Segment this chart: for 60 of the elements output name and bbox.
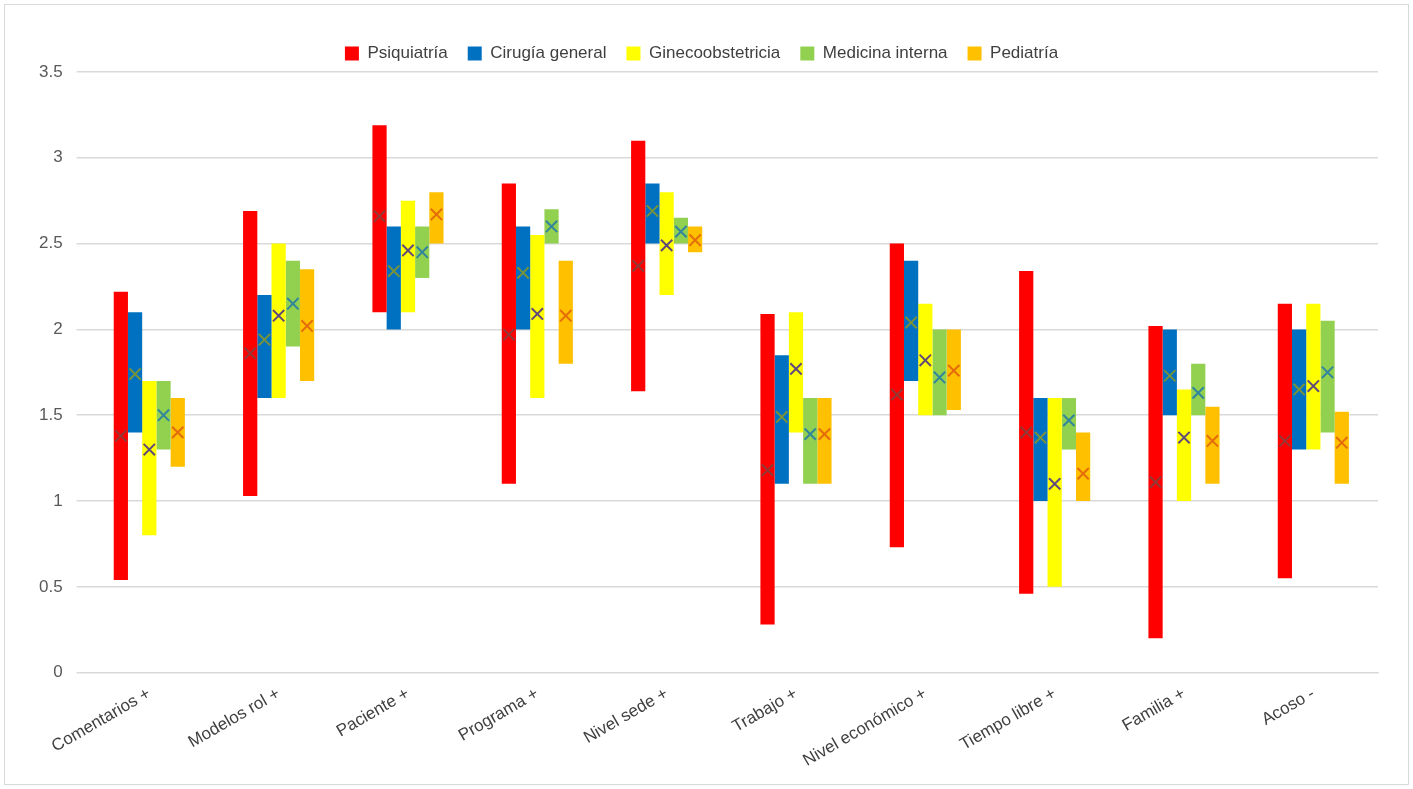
bar bbox=[515, 226, 531, 330]
bar bbox=[400, 200, 416, 313]
bar bbox=[1306, 303, 1321, 450]
bar bbox=[918, 303, 933, 416]
bar bbox=[299, 269, 315, 381]
bar bbox=[271, 243, 286, 399]
y-tick-label: 2 bbox=[53, 319, 63, 339]
bar bbox=[243, 211, 258, 496]
bar bbox=[501, 183, 516, 484]
bar bbox=[1162, 329, 1177, 416]
bar bbox=[285, 260, 300, 347]
bar bbox=[372, 125, 387, 313]
y-tick-label: 2.5 bbox=[38, 233, 63, 253]
bar bbox=[803, 398, 818, 484]
bar bbox=[1176, 389, 1192, 502]
bar bbox=[817, 398, 832, 484]
y-tick-label: 1 bbox=[53, 490, 63, 510]
legend-label: Pediatría bbox=[990, 43, 1059, 63]
bar bbox=[170, 398, 185, 467]
legend-label: Cirugía general bbox=[490, 43, 607, 63]
bar bbox=[760, 313, 775, 625]
bar bbox=[774, 355, 789, 484]
y-tick-label: 0 bbox=[53, 662, 63, 682]
bar bbox=[530, 235, 545, 399]
bar bbox=[889, 243, 904, 548]
bar bbox=[1019, 271, 1034, 594]
legend-label: Ginecoobstetricia bbox=[648, 43, 781, 63]
bar bbox=[386, 226, 401, 330]
legend-label: Medicina interna bbox=[822, 43, 949, 63]
bar bbox=[1291, 329, 1307, 450]
bar bbox=[113, 291, 128, 580]
bar bbox=[558, 260, 573, 364]
bar bbox=[1191, 363, 1206, 416]
bar bbox=[932, 329, 947, 416]
bar bbox=[257, 295, 272, 399]
bar bbox=[1033, 398, 1048, 502]
bar bbox=[1076, 432, 1091, 502]
bar bbox=[1047, 398, 1062, 587]
bar bbox=[127, 312, 143, 433]
bar bbox=[1334, 411, 1349, 484]
bar bbox=[788, 312, 804, 433]
bar bbox=[1277, 303, 1292, 579]
y-tick-label: 3.5 bbox=[38, 61, 63, 81]
bar bbox=[156, 380, 171, 450]
legend-label: Psiquiatría bbox=[367, 43, 449, 63]
bar bbox=[142, 380, 157, 536]
bar bbox=[903, 260, 919, 381]
bar bbox=[659, 192, 674, 296]
bar bbox=[645, 183, 660, 244]
bar bbox=[1061, 398, 1076, 450]
bar bbox=[631, 140, 646, 392]
bar bbox=[1205, 406, 1220, 484]
bar bbox=[429, 192, 444, 244]
bar bbox=[1320, 320, 1335, 433]
bar bbox=[1148, 325, 1163, 639]
bar bbox=[415, 226, 430, 278]
bar bbox=[946, 329, 961, 411]
y-tick-label: 1.5 bbox=[38, 404, 63, 424]
y-tick-label: 0.5 bbox=[38, 576, 63, 596]
y-tick-label: 3 bbox=[53, 147, 63, 167]
